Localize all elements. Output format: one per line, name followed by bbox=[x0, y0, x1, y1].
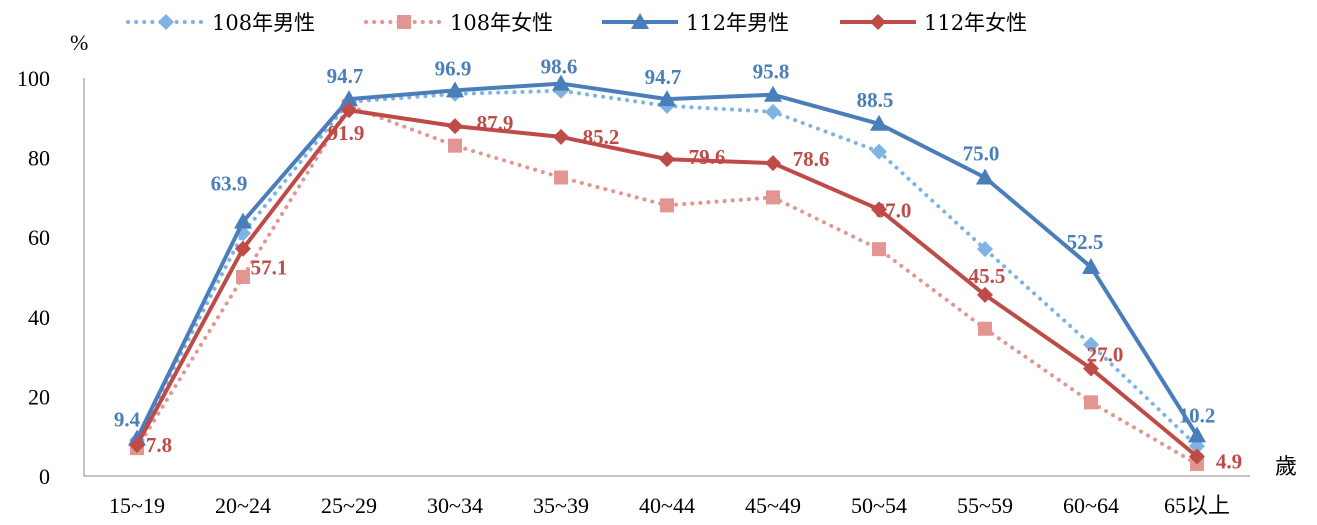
y-axis-ticks: 0 20 40 60 80 100 bbox=[17, 66, 50, 489]
series-line bbox=[135, 88, 1199, 449]
series-1 bbox=[129, 82, 1205, 455]
data-label: 75.0 bbox=[963, 142, 1000, 166]
x-tick-label: 40~44 bbox=[639, 493, 695, 518]
legend-item: 108年女性 bbox=[364, 11, 553, 35]
data-point bbox=[1188, 426, 1206, 443]
x-tick-label: 30~34 bbox=[427, 493, 483, 518]
data-point bbox=[660, 198, 674, 213]
x-tick-label: 65以上 bbox=[1164, 493, 1230, 518]
x-axis-unit-label: 歲 bbox=[1275, 455, 1297, 480]
y-tick-label: 80 bbox=[28, 146, 50, 171]
x-tick-label: 45~49 bbox=[745, 493, 801, 518]
data-point bbox=[1084, 395, 1098, 410]
y-tick-label: 0 bbox=[39, 464, 50, 489]
data-point bbox=[448, 138, 462, 153]
data-label: 9.4 bbox=[114, 408, 141, 432]
data-point bbox=[1082, 258, 1100, 275]
data-point bbox=[1189, 448, 1205, 465]
data-label: 87.9 bbox=[477, 111, 514, 135]
data-point bbox=[447, 118, 463, 135]
data-label: 45.5 bbox=[969, 264, 1006, 288]
x-tick-label: 55~59 bbox=[957, 493, 1013, 518]
data-label: 27.0 bbox=[1087, 343, 1124, 367]
data-point bbox=[129, 436, 145, 453]
series-line bbox=[135, 81, 1199, 440]
legend-label: 112年男性 bbox=[686, 11, 789, 35]
data-point bbox=[552, 74, 570, 91]
data-label: 57.1 bbox=[251, 256, 288, 280]
data-label: 63.9 bbox=[211, 172, 248, 196]
y-tick-label: 40 bbox=[28, 305, 50, 330]
legend-item: 112年男性 bbox=[602, 11, 789, 35]
data-point bbox=[871, 201, 887, 218]
axes bbox=[83, 78, 1250, 477]
legend-label: 108年女性 bbox=[450, 11, 553, 35]
series-3 bbox=[128, 74, 1206, 446]
data-point bbox=[765, 155, 781, 172]
data-label: 95.8 bbox=[753, 60, 790, 84]
legend-label: 112年女性 bbox=[924, 11, 1027, 35]
data-point bbox=[977, 241, 993, 258]
x-tick-label: 60~64 bbox=[1063, 493, 1119, 518]
legend-item: 108年男性 bbox=[126, 11, 315, 35]
y-tick-label: 60 bbox=[28, 225, 50, 250]
y-axis-unit-label: % bbox=[70, 30, 88, 55]
data-point bbox=[765, 103, 781, 120]
legend-marker bbox=[397, 15, 411, 29]
data-point bbox=[871, 143, 887, 160]
data-label: 85.2 bbox=[583, 125, 620, 149]
x-tick-label: 50~54 bbox=[851, 493, 907, 518]
data-label: 4.9 bbox=[1216, 449, 1242, 473]
x-tick-label: 20~24 bbox=[215, 493, 271, 518]
x-tick-label: 25~29 bbox=[321, 493, 377, 518]
data-label: 96.9 bbox=[435, 56, 472, 80]
series-4 bbox=[129, 102, 1205, 465]
legend-item: 112年女性 bbox=[840, 11, 1027, 35]
x-axis-ticks: 15~19 20~24 25~29 30~34 35~39 40~44 45~49 50~54… bbox=[109, 493, 1230, 518]
data-label: 10.2 bbox=[1179, 403, 1216, 427]
data-label: 52.5 bbox=[1067, 230, 1104, 254]
data-point bbox=[659, 151, 675, 168]
legend-label: 108年男性 bbox=[212, 11, 315, 35]
y-tick-label: 100 bbox=[17, 66, 50, 91]
data-label: 79.6 bbox=[689, 145, 726, 169]
data-point bbox=[553, 128, 569, 145]
data-point bbox=[340, 90, 358, 107]
data-point bbox=[554, 170, 568, 185]
data-point bbox=[235, 240, 251, 257]
y-tick-label: 20 bbox=[28, 384, 50, 409]
legend-marker bbox=[158, 14, 174, 30]
data-point bbox=[870, 114, 888, 131]
data-point bbox=[658, 90, 676, 107]
x-tick-label: 35~39 bbox=[533, 493, 589, 518]
data-point bbox=[872, 242, 886, 257]
data-point bbox=[446, 81, 464, 98]
data-point bbox=[978, 321, 992, 336]
data-point bbox=[1083, 360, 1099, 377]
data-point bbox=[341, 102, 357, 119]
data-point bbox=[236, 270, 250, 284]
data-label: 94.7 bbox=[327, 64, 364, 88]
data-label: 94.7 bbox=[645, 65, 682, 89]
data-point bbox=[1083, 336, 1099, 353]
data-label: 91.9 bbox=[328, 121, 365, 145]
chart-series bbox=[128, 74, 1206, 472]
data-point bbox=[976, 168, 994, 185]
data-point bbox=[766, 190, 780, 205]
data-label: 78.6 bbox=[793, 147, 830, 171]
chart-legend: 108年男性 108年女性 112年男性 112年女性 bbox=[126, 11, 1027, 35]
legend-marker bbox=[870, 14, 886, 30]
data-label: 67.0 bbox=[875, 198, 912, 222]
data-labels: 9.4 63.9 94.7 96.9 98.6 94.7 95.8 88.5 75.0 52.5 1… bbox=[114, 55, 1242, 474]
data-label: 7.8 bbox=[146, 433, 172, 457]
data-point bbox=[977, 286, 993, 303]
data-label: 88.5 bbox=[857, 88, 894, 112]
data-point bbox=[764, 85, 782, 102]
data-point bbox=[234, 212, 252, 229]
legend-marker bbox=[631, 13, 649, 29]
data-label: 98.6 bbox=[541, 55, 578, 79]
x-tick-label: 15~19 bbox=[109, 493, 165, 518]
